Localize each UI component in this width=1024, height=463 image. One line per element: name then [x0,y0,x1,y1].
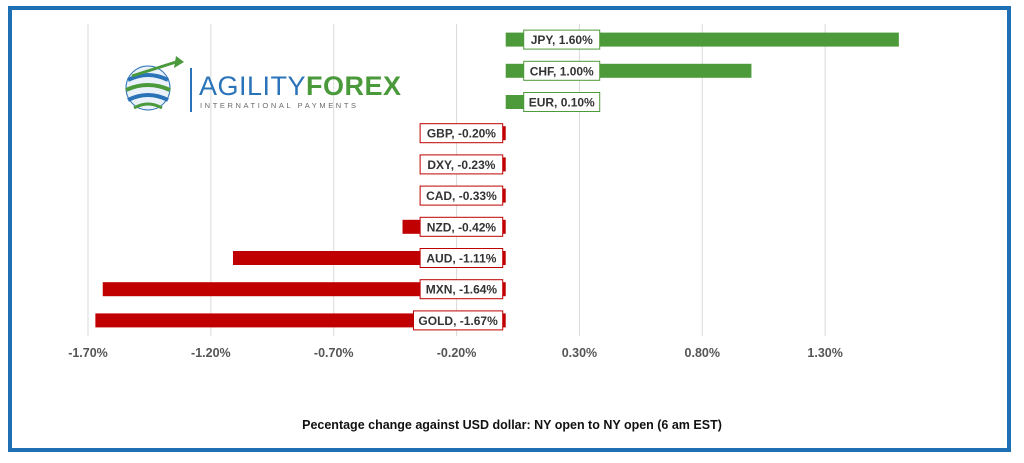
data-label-box [419,279,504,300]
x-tick-label: -0.70% [314,346,354,360]
x-tick-label: -0.20% [437,346,477,360]
data-label-text: GOLD, -1.67% [418,314,498,328]
globe-icon [125,56,184,111]
data-label-box [413,310,504,331]
bar-mxn [102,282,506,297]
data-label-text: AUD, -1.11% [426,252,496,266]
x-tick-label: 1.30% [807,346,842,360]
data-label-text: NZD, -0.42% [427,220,497,234]
data-label-text: EUR, 0.10% [529,96,595,110]
data-label-gold: GOLD, -1.67% [413,310,504,331]
data-label-text: CHF, 1.00% [530,64,594,78]
data-label-text: DXY, -0.23% [427,158,495,172]
data-label-chf: CHF, 1.00% [523,60,601,81]
data-label-text: GBP, -0.20% [427,127,496,141]
data-labels: JPY, 1.60% CHF, 1.00% EUR, 0.10% GBP, -0.20… [413,29,601,331]
data-label-eur: EUR, 0.10% [523,92,601,112]
logo-wordmark-part2: FOREX [306,71,402,101]
data-label-nzd: NZD, -0.42% [419,216,504,237]
logo-wordmark: AGILITYFOREX [199,71,402,101]
data-label-box [523,60,601,81]
data-label-box [523,92,601,112]
data-label-box [523,29,601,50]
data-label-box [419,185,504,206]
x-tick-label: -1.70% [68,346,108,360]
logo-wordmark-part1: AGILITY [199,71,306,101]
logo-divider [190,68,192,112]
x-axis-ticks: -1.70% -1.20% -0.70% -0.20% 0.30% 0.80% 1.30% [68,346,843,360]
data-label-gbp: GBP, -0.20% [419,123,504,144]
data-label-dxy: DXY, -0.23% [419,154,504,175]
data-label-text: MXN, -1.64% [426,283,498,297]
data-label-text: JPY, 1.60% [531,33,593,47]
logo-tagline: INTERNATIONAL PAYMENTS [200,101,359,110]
agility-forex-logo: AGILITYFOREX INTERNATIONAL PAYMENTS [125,56,402,112]
data-label-jpy: JPY, 1.60% [523,29,601,50]
data-label-box [419,216,504,237]
data-label-aud: AUD, -1.11% [419,248,504,268]
x-tick-label: -1.20% [191,346,231,360]
chart-frame [8,6,1011,452]
x-axis-title: Pecentage change against USD dollar: NY … [302,418,722,432]
data-label-box [419,154,504,175]
bar-gold [95,313,506,328]
bar-jpy [505,32,899,47]
data-label-box [419,123,504,144]
x-tick-label: 0.30% [562,346,597,360]
data-label-text: CAD, -0.33% [426,189,497,203]
x-tick-label: 0.80% [685,346,720,360]
data-label-box [419,248,504,268]
data-label-mxn: MXN, -1.64% [419,279,504,300]
data-label-cad: CAD, -0.33% [419,185,504,206]
